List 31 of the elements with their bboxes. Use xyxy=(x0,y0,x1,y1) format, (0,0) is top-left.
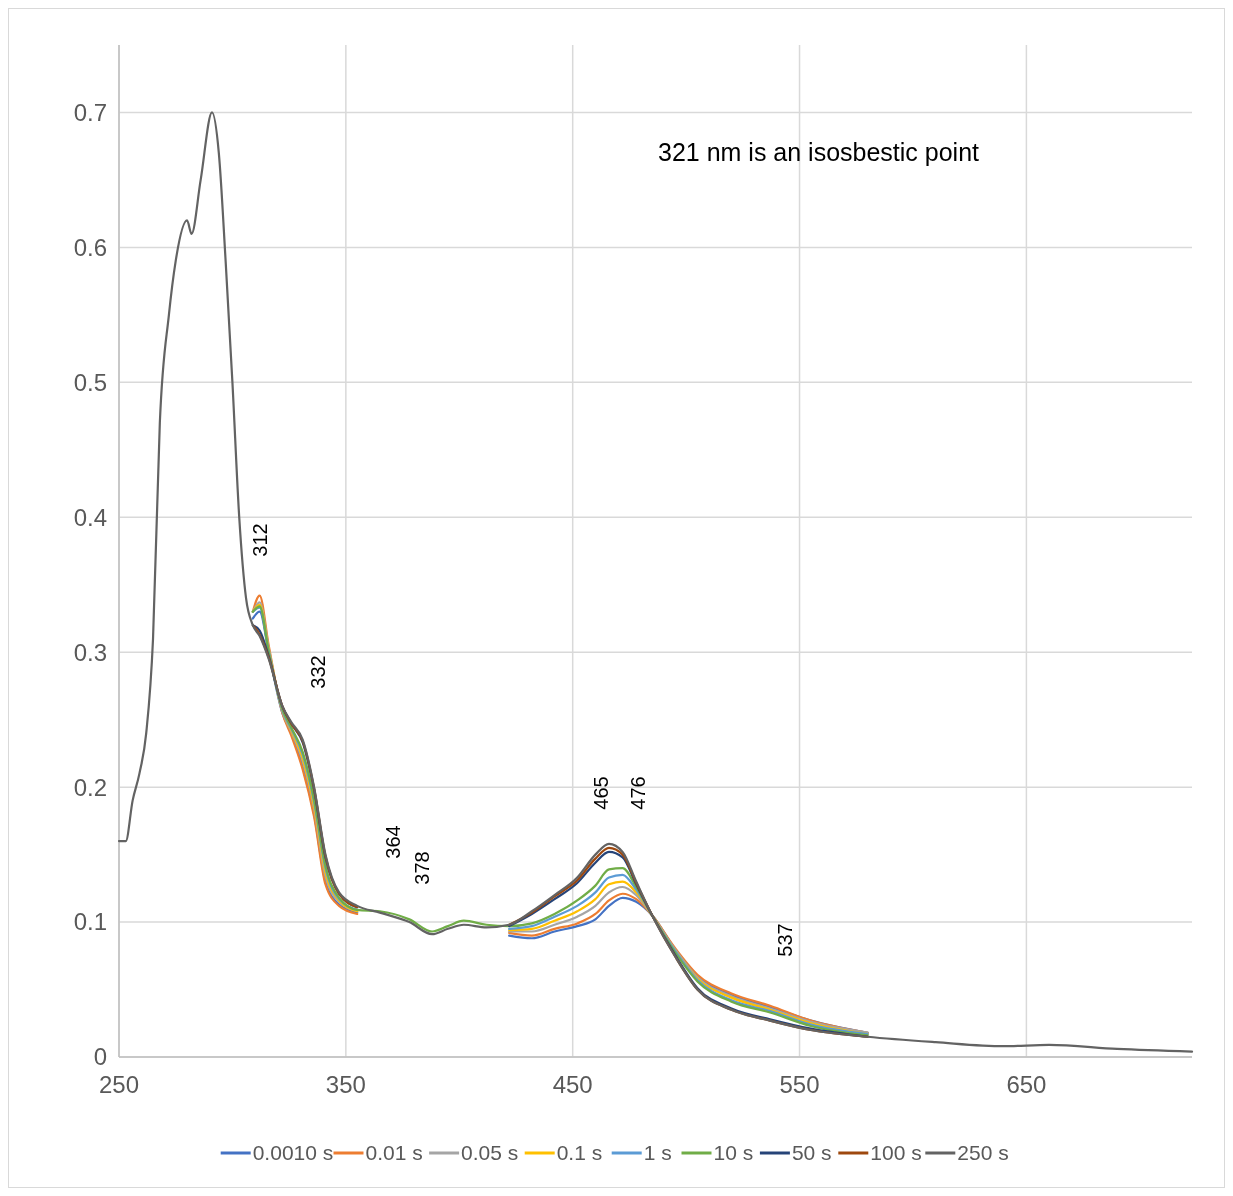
legend-label: 250 s xyxy=(957,1141,1009,1165)
annotation: 312 xyxy=(249,523,271,557)
line-series xyxy=(117,111,1194,1053)
x-tick-label: 250 xyxy=(98,1071,140,1098)
y-tick-label: 0.7 xyxy=(73,98,107,126)
annotation: 332 xyxy=(307,655,329,689)
legend-label: 10 s xyxy=(713,1141,754,1165)
legend-label: 1 s xyxy=(643,1141,672,1165)
annotation: 537 xyxy=(774,923,796,957)
legend-label: 0.0010 s xyxy=(252,1141,334,1165)
annotation: 378 xyxy=(411,851,433,885)
y-tick-label: 0.1 xyxy=(73,908,107,936)
y-tick-label: 0.4 xyxy=(73,503,107,531)
y-tick-label: 0.6 xyxy=(73,233,107,261)
y-tick-label: 0 xyxy=(93,1043,107,1071)
y-tick-label: 0.5 xyxy=(73,368,107,396)
y-tick-label: 0.2 xyxy=(73,773,107,801)
annotation: 465 xyxy=(590,776,612,810)
annotation: 321 nm is an isosbestic point xyxy=(658,137,980,166)
legend-label: 0.01 s xyxy=(365,1141,423,1165)
x-tick-label: 450 xyxy=(552,1071,593,1098)
legend-label: 100 s xyxy=(870,1141,922,1165)
legend-label: 0.1 s xyxy=(556,1141,603,1165)
legend-label: 50 s xyxy=(791,1141,832,1165)
annotation: 476 xyxy=(627,776,649,810)
x-tick-label: 550 xyxy=(779,1071,820,1098)
legend-label: 0.05 s xyxy=(461,1141,519,1165)
annotation: 364 xyxy=(382,825,404,859)
x-tick-label: 650 xyxy=(1006,1071,1047,1098)
x-tick-label: 350 xyxy=(325,1071,366,1098)
y-tick-label: 0.3 xyxy=(73,638,107,666)
